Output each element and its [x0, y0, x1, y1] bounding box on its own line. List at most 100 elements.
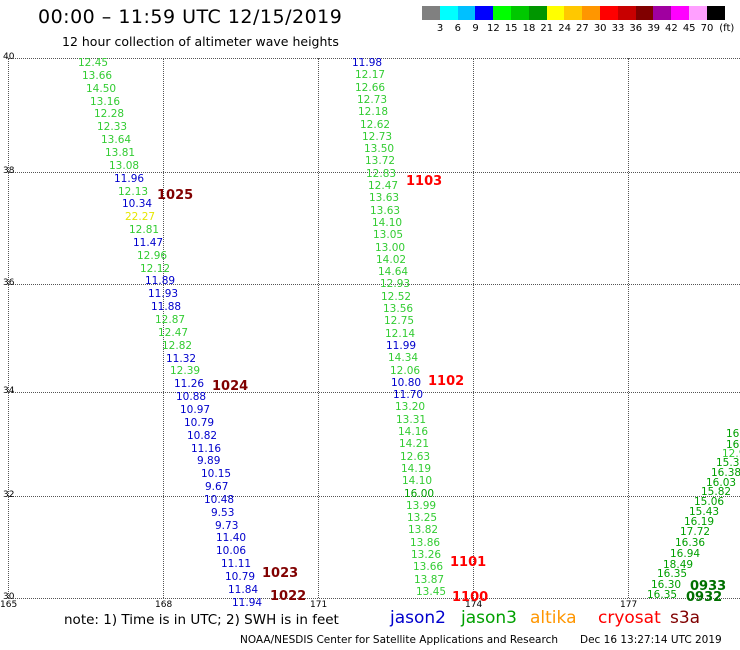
wave-height-value: 12.47	[158, 326, 189, 339]
wave-height-value: 12.14	[385, 327, 416, 340]
generated-timestamp: Dec 16 13:27:14 UTC 2019	[580, 634, 722, 646]
wave-height-value: 10.06	[216, 545, 247, 558]
color-swatch	[457, 6, 476, 20]
legend-item-s3a: s3a	[670, 608, 701, 628]
wave-height-value: 15.82	[701, 486, 732, 498]
wave-height-value: 16	[726, 428, 740, 440]
wave-height-value: 16.38	[711, 467, 740, 479]
wave-height-value: 12.96	[137, 249, 168, 262]
color-swatch	[617, 6, 636, 20]
color-swatch	[582, 6, 600, 20]
wave-height-value: 13.66	[82, 69, 113, 82]
longitude-gridline	[473, 58, 474, 598]
wave-height-value: 14.16	[398, 426, 429, 438]
color-swatch	[653, 6, 672, 20]
wave-height-value: 10.97	[180, 403, 211, 416]
wave-height-value: 13.08	[109, 159, 140, 172]
wave-height-value: 10.82	[187, 429, 218, 442]
latitude-label: 34	[3, 386, 15, 396]
wave-height-value: 10.88	[176, 391, 207, 404]
latitude-label: 36	[3, 278, 15, 288]
wave-height-value: 12.06	[390, 364, 421, 377]
color-swatch	[600, 6, 618, 20]
wave-height-value: 12.18	[358, 106, 389, 119]
wave-height-value: 11.93	[148, 288, 179, 301]
color-scale-label: 6	[454, 23, 461, 34]
wave-height-value: 12.52	[381, 290, 412, 303]
wave-height-value: 9.89	[197, 455, 221, 468]
color-scale-label: 9	[472, 23, 479, 34]
footnote: note: 1) Time is in UTC; 2) SWH is in fe…	[64, 612, 339, 628]
color-scale-label: 27	[576, 23, 589, 34]
wave-height-value: 14.19	[401, 462, 432, 475]
wave-height-value: 12.82	[162, 339, 193, 352]
wave-height-value: 12.17	[355, 69, 386, 82]
color-scale-label: 24	[558, 23, 571, 34]
wave-height-value: 18.49	[663, 559, 694, 571]
wave-height-value: 16	[726, 439, 740, 451]
wave-height-value: 14.10	[372, 216, 403, 229]
color-swatch	[475, 6, 494, 20]
credit-line: NOAA/NESDIS Center for Satellite Applica…	[240, 634, 558, 646]
map-subtitle: 12 hour collection of altimeter wave hei…	[62, 34, 339, 49]
wave-height-value: 11.40	[216, 532, 247, 545]
wave-height-value: 12.93	[380, 278, 411, 291]
legend-item-jason2: jason2	[390, 608, 446, 628]
wave-height-value: 16.94	[670, 548, 701, 560]
wave-height-value: 11.94	[232, 596, 263, 609]
color-scale-label: 42	[665, 23, 678, 34]
wave-height-value: 13.56	[383, 303, 414, 315]
pass-time-label: 1100	[452, 590, 489, 605]
wave-height-value: 11.84	[228, 583, 259, 596]
latitude-gridline	[8, 58, 740, 59]
color-swatch	[564, 6, 583, 20]
color-swatch	[635, 6, 654, 20]
wave-height-value: 12.75	[384, 315, 415, 328]
color-swatch	[671, 6, 689, 20]
color-swatch	[546, 6, 565, 20]
wave-height-value: 9.73	[215, 519, 239, 532]
wave-height-value: 16.19	[684, 516, 715, 528]
wave-height-value: 12.45	[78, 57, 109, 69]
longitude-label: 165	[0, 600, 18, 610]
wave-height-value: 13.00	[375, 241, 406, 254]
latitude-label: 32	[3, 490, 15, 500]
latitude-gridline	[8, 284, 740, 285]
latitude-label: 38	[3, 166, 15, 176]
wave-height-value: 13.82	[408, 524, 439, 537]
legend-item-jason3: jason3	[461, 608, 517, 628]
wave-height-value: 13.81	[105, 146, 136, 159]
pass-time-label: 1103	[406, 174, 443, 189]
wave-height-value: 12.81	[129, 224, 160, 237]
color-scale-label: 45	[682, 23, 696, 34]
color-scale-label: 36	[629, 23, 643, 34]
wave-height-value: 13.87	[414, 573, 445, 586]
latitude-gridline	[8, 496, 740, 497]
wave-height-value: 10.80	[391, 376, 422, 389]
pass-time-label: 1024	[212, 379, 249, 394]
wave-height-value: 12.66	[355, 81, 386, 94]
pass-time-label: 1102	[428, 374, 465, 389]
wave-height-value: 14.64	[378, 266, 409, 279]
color-swatch	[493, 6, 511, 20]
latitude-gridline	[8, 392, 740, 393]
latitude-gridline	[8, 172, 740, 173]
wave-height-value: 11.47	[133, 236, 164, 249]
legend-item-altika: altika	[530, 608, 577, 628]
latitude-label: 30	[3, 592, 15, 602]
wave-height-value: 9.53	[211, 506, 235, 519]
longitude-label: 171	[310, 600, 328, 610]
wave-height-value: 14.10	[402, 475, 433, 488]
color-scale-label: 3	[436, 23, 444, 34]
wave-height-value: 13.05	[373, 229, 404, 242]
wave-height-value: 10.79	[184, 416, 215, 429]
wave-height-value: 12.12	[140, 262, 171, 275]
wave-height-value: 12.39	[170, 365, 201, 378]
wave-height-value: 17.72	[680, 526, 711, 538]
longitude-label: 174	[465, 600, 483, 610]
color-swatch	[689, 6, 707, 20]
wave-height-value: 16.30	[651, 579, 682, 591]
wave-height-value: 11.11	[221, 558, 252, 571]
pass-time-label: 1023	[262, 566, 299, 581]
